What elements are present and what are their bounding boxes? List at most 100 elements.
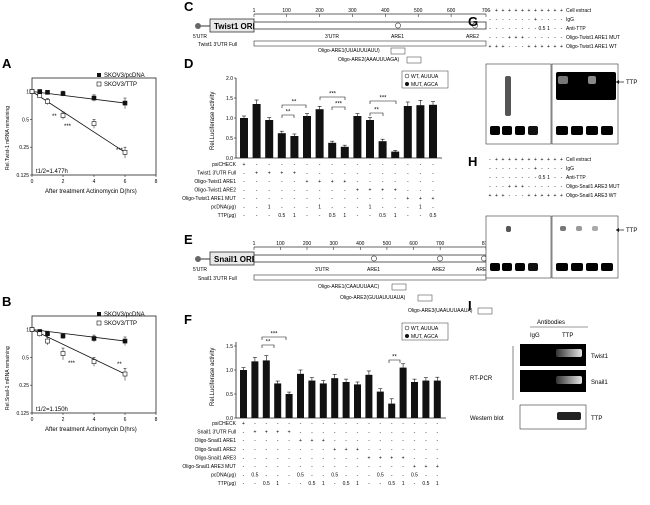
lane-sign: + (554, 193, 557, 199)
lane-sign: - (554, 175, 556, 181)
lane-sign: - (535, 26, 537, 32)
treatment-sign: - (306, 205, 308, 211)
gel-band (560, 226, 566, 231)
lane-sign: - (535, 35, 537, 41)
lane-sign: + (547, 8, 550, 14)
lane-sign: + (560, 157, 563, 163)
lane-sign: + (560, 44, 563, 50)
data-point (60, 351, 66, 356)
treatment-sign: - (288, 473, 290, 479)
lane-sign: + (534, 44, 537, 50)
treatment-sign: + (369, 188, 372, 194)
x-tick-label: 0 (31, 417, 34, 423)
treatment-sign: - (306, 213, 308, 219)
sig-bracket (261, 344, 275, 348)
treatment-sign: - (379, 430, 381, 436)
treatment-sign: - (294, 205, 296, 211)
treatment-sign: - (322, 464, 324, 470)
treatment-sign: - (334, 421, 336, 427)
treatment-sign: - (368, 464, 370, 470)
treatment-sign: - (322, 455, 324, 461)
treatment-sign: - (322, 447, 324, 453)
treatment-sign: - (402, 421, 404, 427)
lane-sign: - (561, 175, 563, 181)
treatment-sign: - (436, 455, 438, 461)
y-tick-label: 0.0 (226, 156, 233, 162)
treatment-sign: - (369, 196, 371, 202)
oligo-box (406, 56, 422, 64)
treatment-sign: 1 (369, 205, 372, 211)
cap-5prime (195, 256, 201, 262)
treatment-sign: + (356, 188, 359, 194)
lane-sign: - (561, 166, 563, 172)
data-point (122, 100, 128, 106)
treatment-sign: - (334, 455, 336, 461)
band-label: TTP (626, 80, 637, 86)
treatment-sign: - (394, 205, 396, 211)
treatment-sign: - (394, 196, 396, 202)
data-point (29, 89, 35, 94)
treatment-label: Twist1 3'UTR Full (197, 171, 236, 177)
treatment-sign: - (425, 473, 427, 479)
lane-sign: + (515, 157, 518, 163)
gel-band (556, 126, 568, 135)
treatment-sign: + (436, 464, 439, 470)
lane-sign: + (534, 166, 537, 172)
treatment-sign: + (299, 438, 302, 444)
oligo-box (477, 307, 493, 315)
treatment-sign: - (254, 447, 256, 453)
panel-a-half-life: t1/2=1.477h (36, 169, 68, 175)
lane-sign: - (489, 157, 491, 163)
treatment-sign: + (276, 430, 279, 436)
scale-label: 500 (383, 241, 392, 247)
sig-star: ** (374, 108, 379, 114)
lane-sign: - (515, 175, 517, 181)
treatment-sign: - (300, 464, 302, 470)
lane-sign: - (554, 26, 556, 32)
lane-sign: + (521, 8, 524, 14)
scale-label: 400 (356, 241, 365, 247)
lane-sign: - (489, 8, 491, 14)
lane-sign: + (547, 44, 550, 50)
bar (303, 116, 311, 158)
lane-sign: + (515, 35, 518, 41)
bar (354, 384, 361, 418)
sig-bracket (388, 359, 401, 363)
full-utr-construct (253, 40, 487, 47)
sig-bracket (319, 96, 346, 100)
treatment-sign: - (345, 473, 347, 479)
data-point (122, 150, 128, 155)
panel-b-ylabel: Rel.Snail-1 mRNA remaining (5, 346, 11, 410)
treatment-sign: - (306, 162, 308, 168)
x-tick-label: 2 (62, 179, 65, 185)
bar (429, 104, 437, 158)
panel-i-letter: I (468, 298, 472, 313)
treatment-sign: + (243, 162, 246, 168)
treatment-sign: - (357, 473, 359, 479)
treatment-label: pcDNA(μg) (211, 473, 236, 479)
treatment-sign: - (357, 171, 359, 177)
treatment-sign: - (357, 455, 359, 461)
x-tick-label: 4 (93, 417, 96, 423)
are-label: ARE1 (391, 34, 404, 40)
treatment-sign: - (243, 438, 245, 444)
treatment-label: Anti-TTP (566, 175, 586, 181)
panel-h-letter: H (468, 154, 477, 169)
lane-sign: + (508, 35, 511, 41)
lane-sign: - (489, 166, 491, 172)
treatment-sign: - (331, 162, 333, 168)
sig-star: ** (292, 100, 297, 106)
treatment-sign: - (344, 188, 346, 194)
scale-label: 100 (282, 8, 291, 14)
lane-sign: + (521, 184, 524, 190)
lane-sign: - (541, 35, 543, 41)
treatment-sign: 0.5 (297, 473, 304, 479)
treatment-sign: - (294, 179, 296, 185)
data-point (91, 336, 97, 341)
sig-bracket (281, 114, 295, 118)
gel-band (505, 76, 511, 116)
scale-label: 706 (482, 8, 491, 14)
full-utr-label: Twist1 3'UTR Full (198, 42, 237, 48)
lane-sign: - (502, 26, 504, 32)
treatment-sign: - (306, 171, 308, 177)
